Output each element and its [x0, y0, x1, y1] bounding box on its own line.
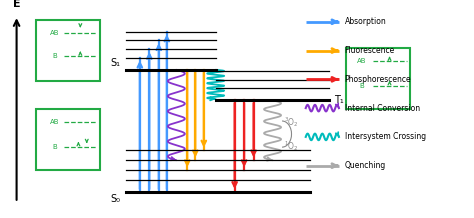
Text: S₁: S₁: [111, 58, 121, 68]
Text: Fluorescence: Fluorescence: [345, 46, 395, 55]
Text: AB: AB: [50, 119, 60, 125]
FancyBboxPatch shape: [346, 48, 410, 109]
Text: B: B: [360, 83, 365, 89]
Text: B: B: [52, 53, 57, 59]
Text: B: B: [52, 144, 57, 150]
Text: $^{3}$O$_2$: $^{3}$O$_2$: [284, 115, 299, 129]
Text: $^{1}$O$_2$: $^{1}$O$_2$: [284, 139, 299, 153]
FancyBboxPatch shape: [36, 20, 100, 81]
Text: Quenching: Quenching: [345, 161, 386, 170]
Text: Phosphorescence: Phosphorescence: [345, 75, 411, 84]
Text: S₀: S₀: [111, 194, 121, 204]
FancyBboxPatch shape: [36, 109, 100, 170]
Text: E: E: [13, 0, 20, 9]
Text: AB: AB: [357, 58, 367, 64]
Text: AB: AB: [50, 30, 60, 36]
Text: T₁: T₁: [334, 95, 344, 105]
Text: Intersystem Crossing: Intersystem Crossing: [345, 132, 426, 141]
Text: Absorption: Absorption: [345, 17, 386, 26]
Text: Internal Conversion: Internal Conversion: [345, 104, 419, 113]
